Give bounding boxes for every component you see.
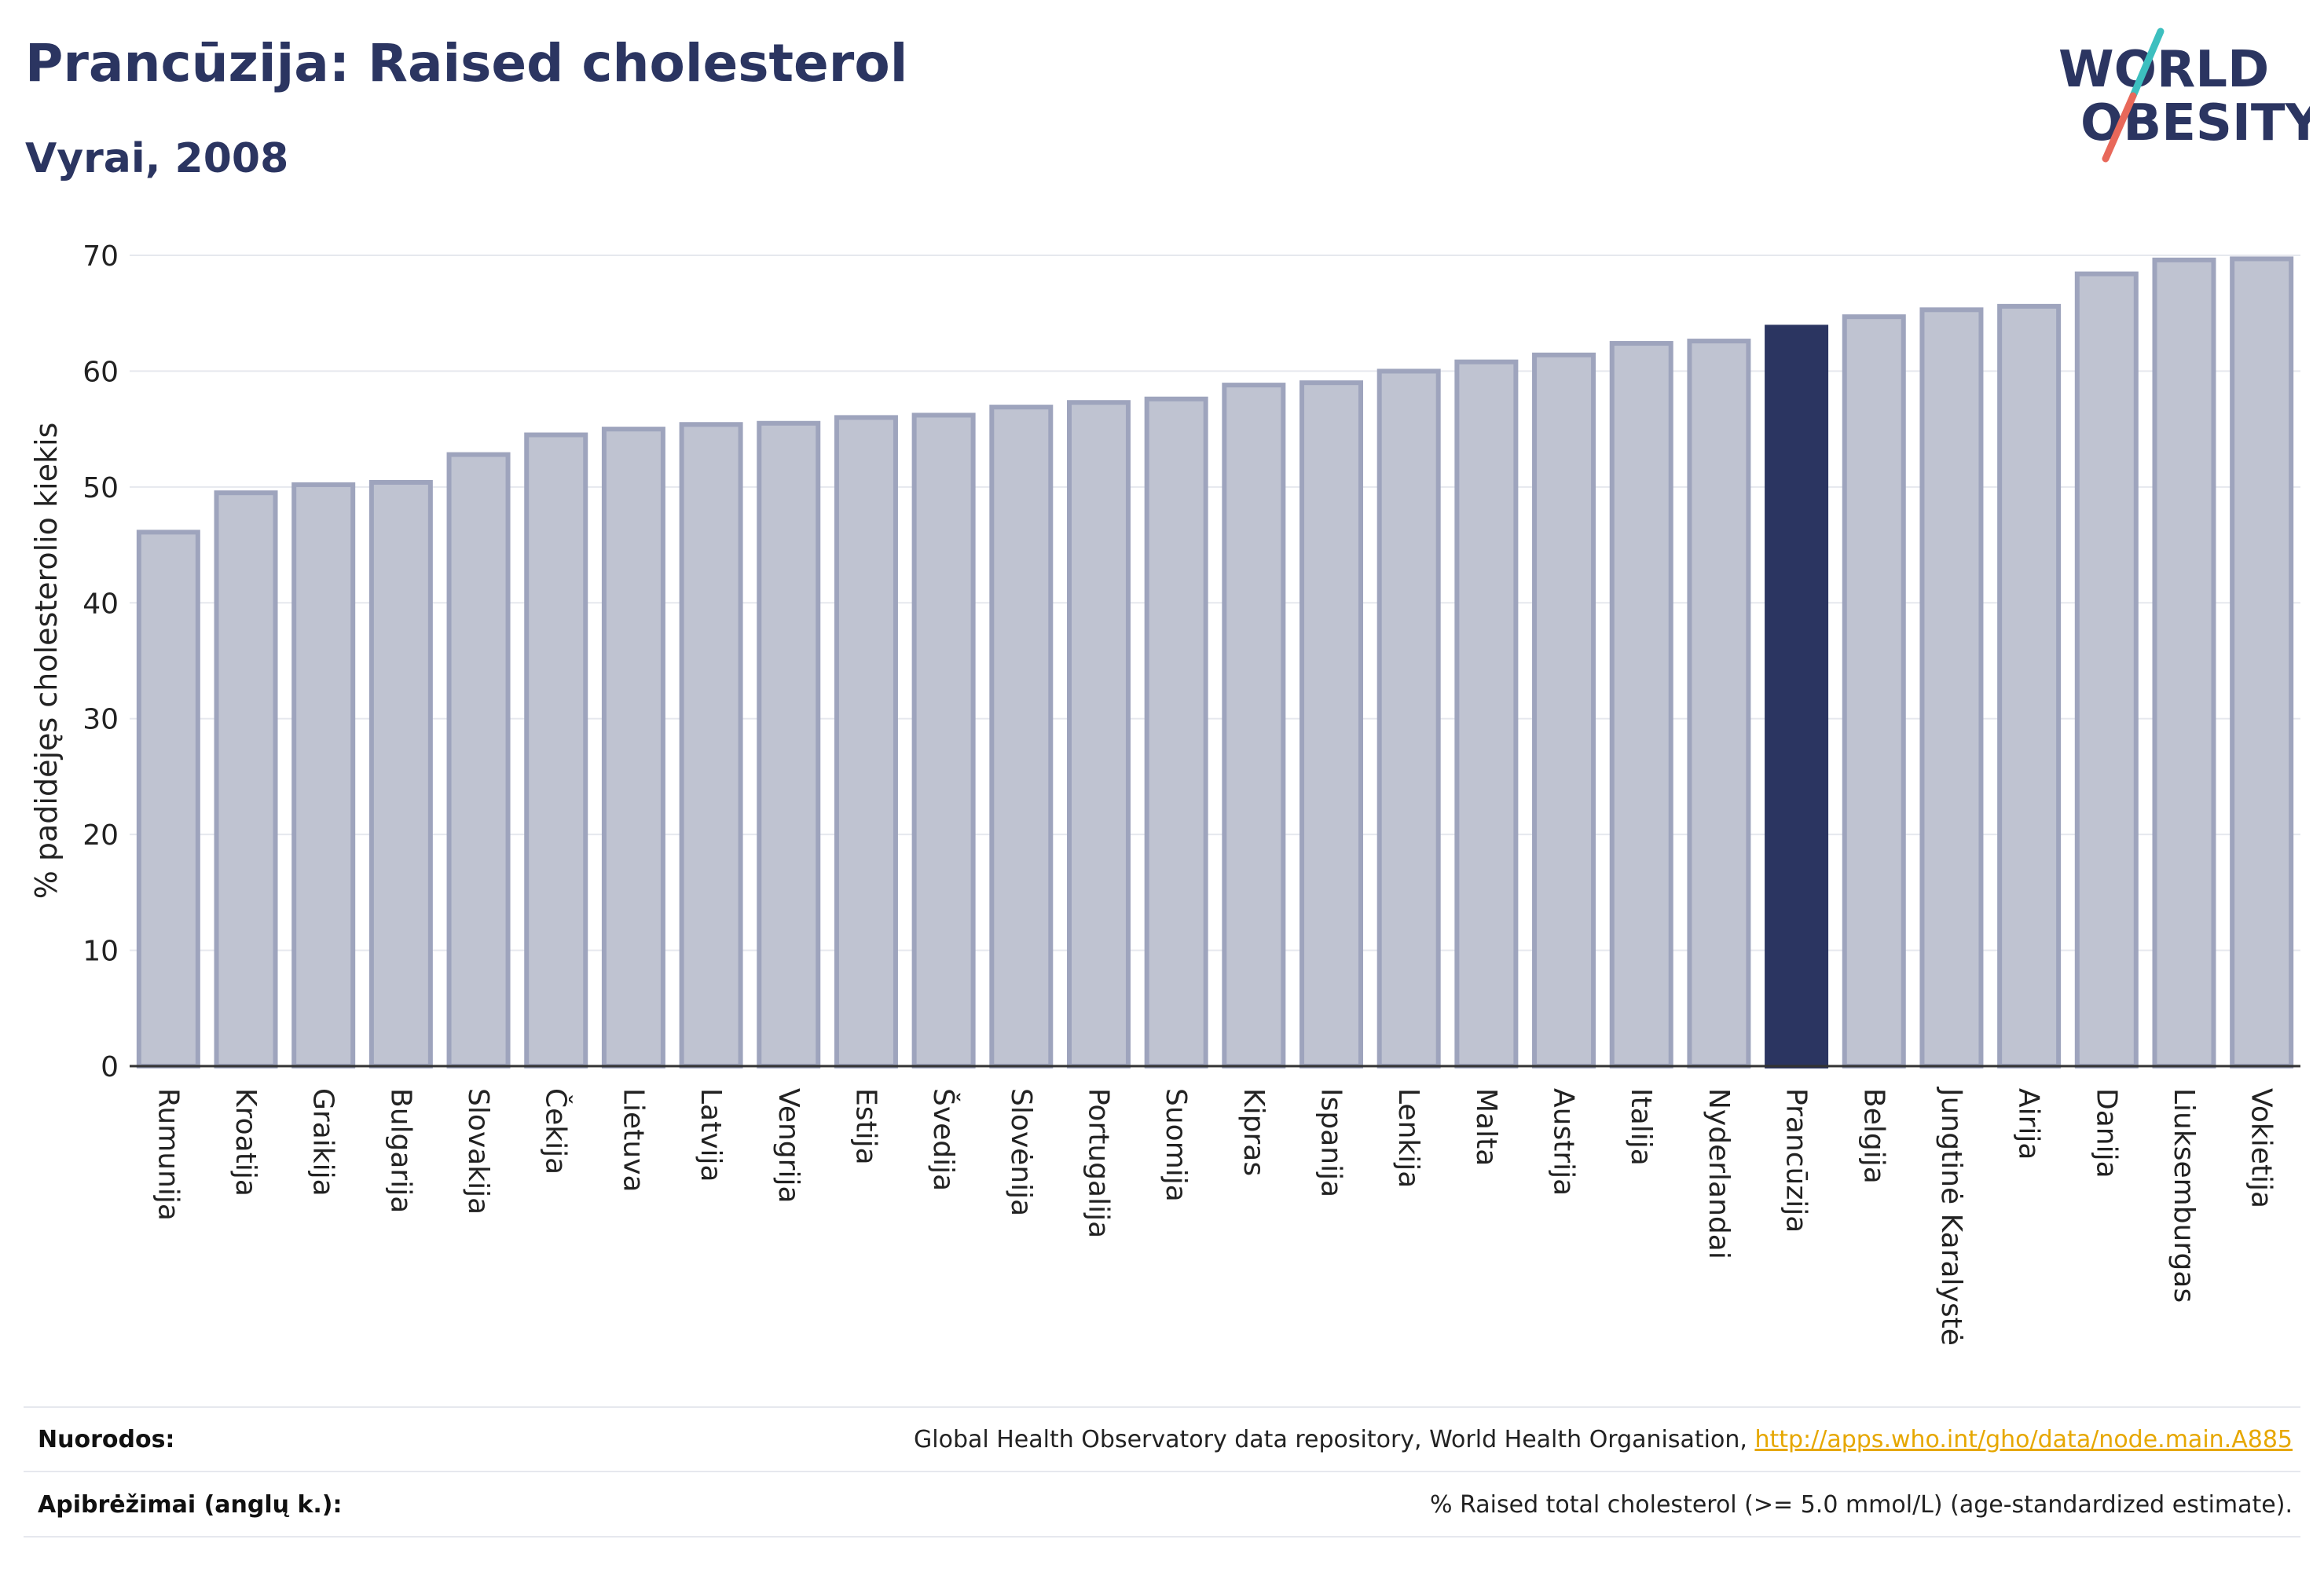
x-tick-label: Vengrija <box>772 1088 805 1204</box>
bar <box>136 530 200 1068</box>
x-tick-label: Kipras <box>1237 1088 1270 1176</box>
bar <box>1765 324 1829 1068</box>
footer-divider-top <box>24 1406 2300 1408</box>
bar <box>2152 257 2216 1069</box>
bar <box>1066 400 1131 1068</box>
logo-line-world: WORLD <box>2058 41 2269 99</box>
x-tick-label: Danija <box>2090 1088 2122 1178</box>
bar <box>989 405 1054 1068</box>
y-tick-label: 10 <box>82 936 119 968</box>
bar <box>757 420 821 1068</box>
logo-slash-red <box>2102 92 2137 163</box>
sources-link[interactable]: http://apps.who.int/gho/data/node.main.A… <box>1754 1426 2293 1453</box>
x-tick-label: Slovėnija <box>1005 1088 1037 1216</box>
x-tick-label: Jungtinė Karalystė <box>1935 1087 1967 1346</box>
bar <box>1299 380 1364 1068</box>
y-axis-title: % padidėjęs cholesterolio kiekis <box>29 423 64 900</box>
x-tick-label: Portugalija <box>1082 1088 1114 1238</box>
bar <box>1454 359 1519 1068</box>
bar <box>1532 352 1596 1068</box>
x-tick-label: Graikija <box>307 1088 339 1197</box>
bar <box>446 452 511 1068</box>
x-tick-label: Kroatija <box>229 1088 262 1197</box>
bar <box>1919 307 1984 1068</box>
bar <box>2230 256 2294 1068</box>
x-tick-label: Malta <box>1470 1088 1502 1166</box>
page-title: Prancūzija: Raised cholesterol <box>25 33 908 93</box>
bar <box>1997 303 2062 1068</box>
x-tick-label: Bulgarija <box>384 1088 416 1213</box>
x-tick-label: Rumunija <box>152 1088 184 1221</box>
sources-text: Global Health Observatory data repositor… <box>914 1426 1755 1453</box>
x-tick-label: Slovakija <box>462 1088 494 1215</box>
page-subtitle: Vyrai, 2008 <box>25 135 289 182</box>
bar <box>2074 271 2139 1068</box>
x-tick-label: Airija <box>2013 1088 2045 1160</box>
y-tick-label: 70 <box>82 240 119 273</box>
bar <box>524 432 588 1068</box>
footer-divider-bottom <box>24 1536 2300 1538</box>
y-tick-label: 0 <box>101 1051 119 1083</box>
x-tick-label: Nyderlandai <box>1703 1088 1735 1259</box>
x-tick-label: Prancūzija <box>1780 1088 1813 1233</box>
x-tick-label: Estija <box>849 1088 882 1165</box>
x-tick-label: Lenkija <box>1392 1088 1424 1188</box>
x-tick-label: Ispanija <box>1315 1088 1347 1197</box>
x-tick-label: Liuksemburgas <box>2168 1088 2200 1303</box>
y-tick-label: 40 <box>82 588 119 620</box>
bar <box>291 482 356 1068</box>
sources-value: Global Health Observatory data repositor… <box>914 1426 2293 1453</box>
bar <box>1609 341 1673 1068</box>
y-tick-label: 30 <box>82 704 119 736</box>
x-tick-label: Vokietija <box>2245 1088 2278 1208</box>
x-tick-label: Italija <box>1625 1088 1657 1166</box>
y-tick-label: 20 <box>82 819 119 852</box>
bar <box>214 490 278 1068</box>
world-obesity-logo: WORLD OBESITY <box>2058 27 2310 163</box>
bar <box>911 412 976 1068</box>
y-tick-label: 60 <box>82 356 119 388</box>
x-tick-label: Suomija <box>1160 1088 1192 1202</box>
bar <box>368 479 433 1068</box>
y-tick-label: 50 <box>82 472 119 504</box>
bar-chart: 0 10 20 30 40 50 60 70 % padidėjęs cholesterolio… <box>29 240 2300 1346</box>
footer-divider-middle <box>24 1471 2300 1472</box>
bar <box>1687 339 1751 1068</box>
definitions-value: % Raised total cholesterol (>= 5.0 mmol/… <box>1430 1491 2293 1519</box>
bar <box>601 427 665 1068</box>
x-tick-label: Austrija <box>1548 1088 1580 1196</box>
x-tick-label: Belgija <box>1857 1088 1890 1184</box>
bar <box>1144 396 1208 1069</box>
sources-label: Nuorodos: <box>38 1426 175 1453</box>
bar <box>1222 383 1286 1068</box>
bar <box>1842 314 1906 1068</box>
x-tick-label: Lietuva <box>617 1088 649 1193</box>
x-tick-label: Švedija <box>927 1088 960 1191</box>
x-tick-label: Latvija <box>695 1088 727 1182</box>
bar <box>1376 368 1441 1068</box>
definitions-label: Apibrėžimai (anglų k.): <box>38 1491 343 1519</box>
bar <box>679 422 743 1068</box>
bar <box>834 415 898 1068</box>
logo-slash-teal <box>2129 27 2165 100</box>
x-tick-label: Čekija <box>540 1088 573 1175</box>
